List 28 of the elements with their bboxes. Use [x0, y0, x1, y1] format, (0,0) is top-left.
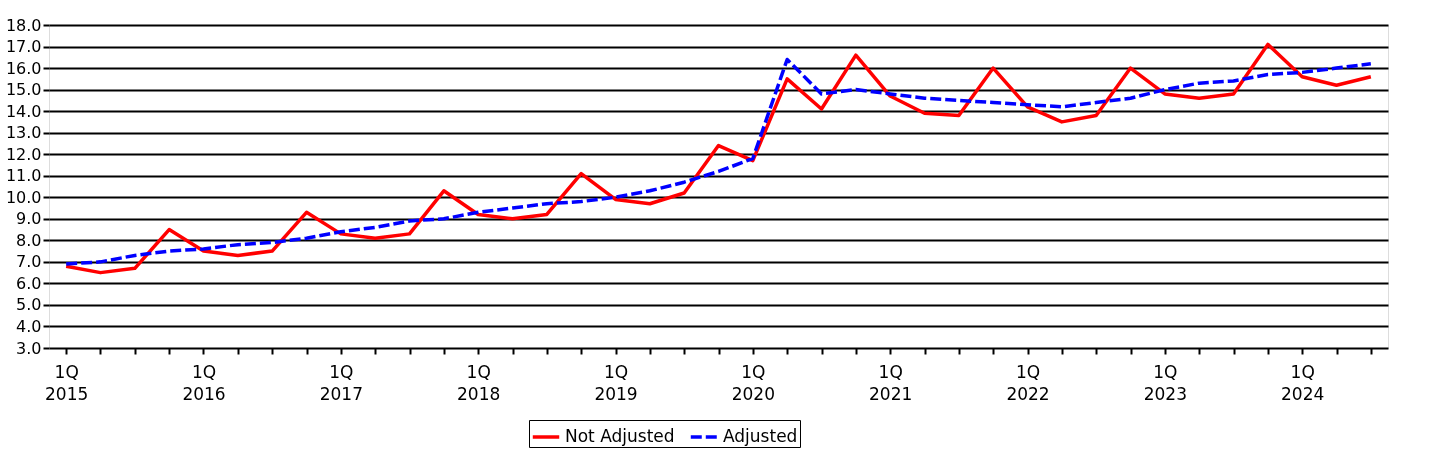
y-tick-label: 7.0: [16, 252, 42, 272]
x-tick-label: 1Q 2019: [594, 361, 638, 404]
x-tick-label: 1Q 2017: [319, 361, 363, 404]
x-tick-label: 1Q 2023: [1143, 361, 1187, 404]
y-tick-label: 13.0: [5, 123, 42, 143]
x-tick-label: 1Q 2016: [182, 361, 226, 404]
y-tick-label: 11.0: [5, 166, 42, 186]
x-tick-label: 1Q 2022: [1006, 361, 1050, 404]
x-tick-label: 1Q 2018: [457, 361, 501, 404]
y-tick-label: 3.0: [16, 338, 42, 358]
y-tick-label: 16.0: [5, 58, 42, 78]
y-tick-label: 17.0: [5, 37, 42, 57]
x-tick-label: 1Q 2020: [731, 361, 775, 404]
x-tick-label: 1Q 2015: [45, 361, 89, 404]
y-tick-label: 9.0: [16, 209, 42, 229]
y-tick-label: 18.0: [5, 15, 42, 35]
y-tick-label: 15.0: [5, 80, 42, 100]
y-tick-label: 8.0: [16, 230, 42, 250]
x-tick-label: 1Q 2021: [869, 361, 913, 404]
y-tick-label: 14.0: [5, 101, 42, 121]
x-tick-label: 1Q 2024: [1281, 361, 1325, 404]
legend-label: Adjusted: [723, 426, 798, 446]
y-tick-label: 10.0: [5, 187, 42, 207]
y-tick-label: 12.0: [5, 144, 42, 164]
y-tick-label: 4.0: [16, 316, 42, 336]
y-tick-label: 6.0: [16, 273, 42, 293]
y-tick-label: 5.0: [16, 295, 42, 315]
legend-label: Not Adjusted: [565, 426, 675, 446]
